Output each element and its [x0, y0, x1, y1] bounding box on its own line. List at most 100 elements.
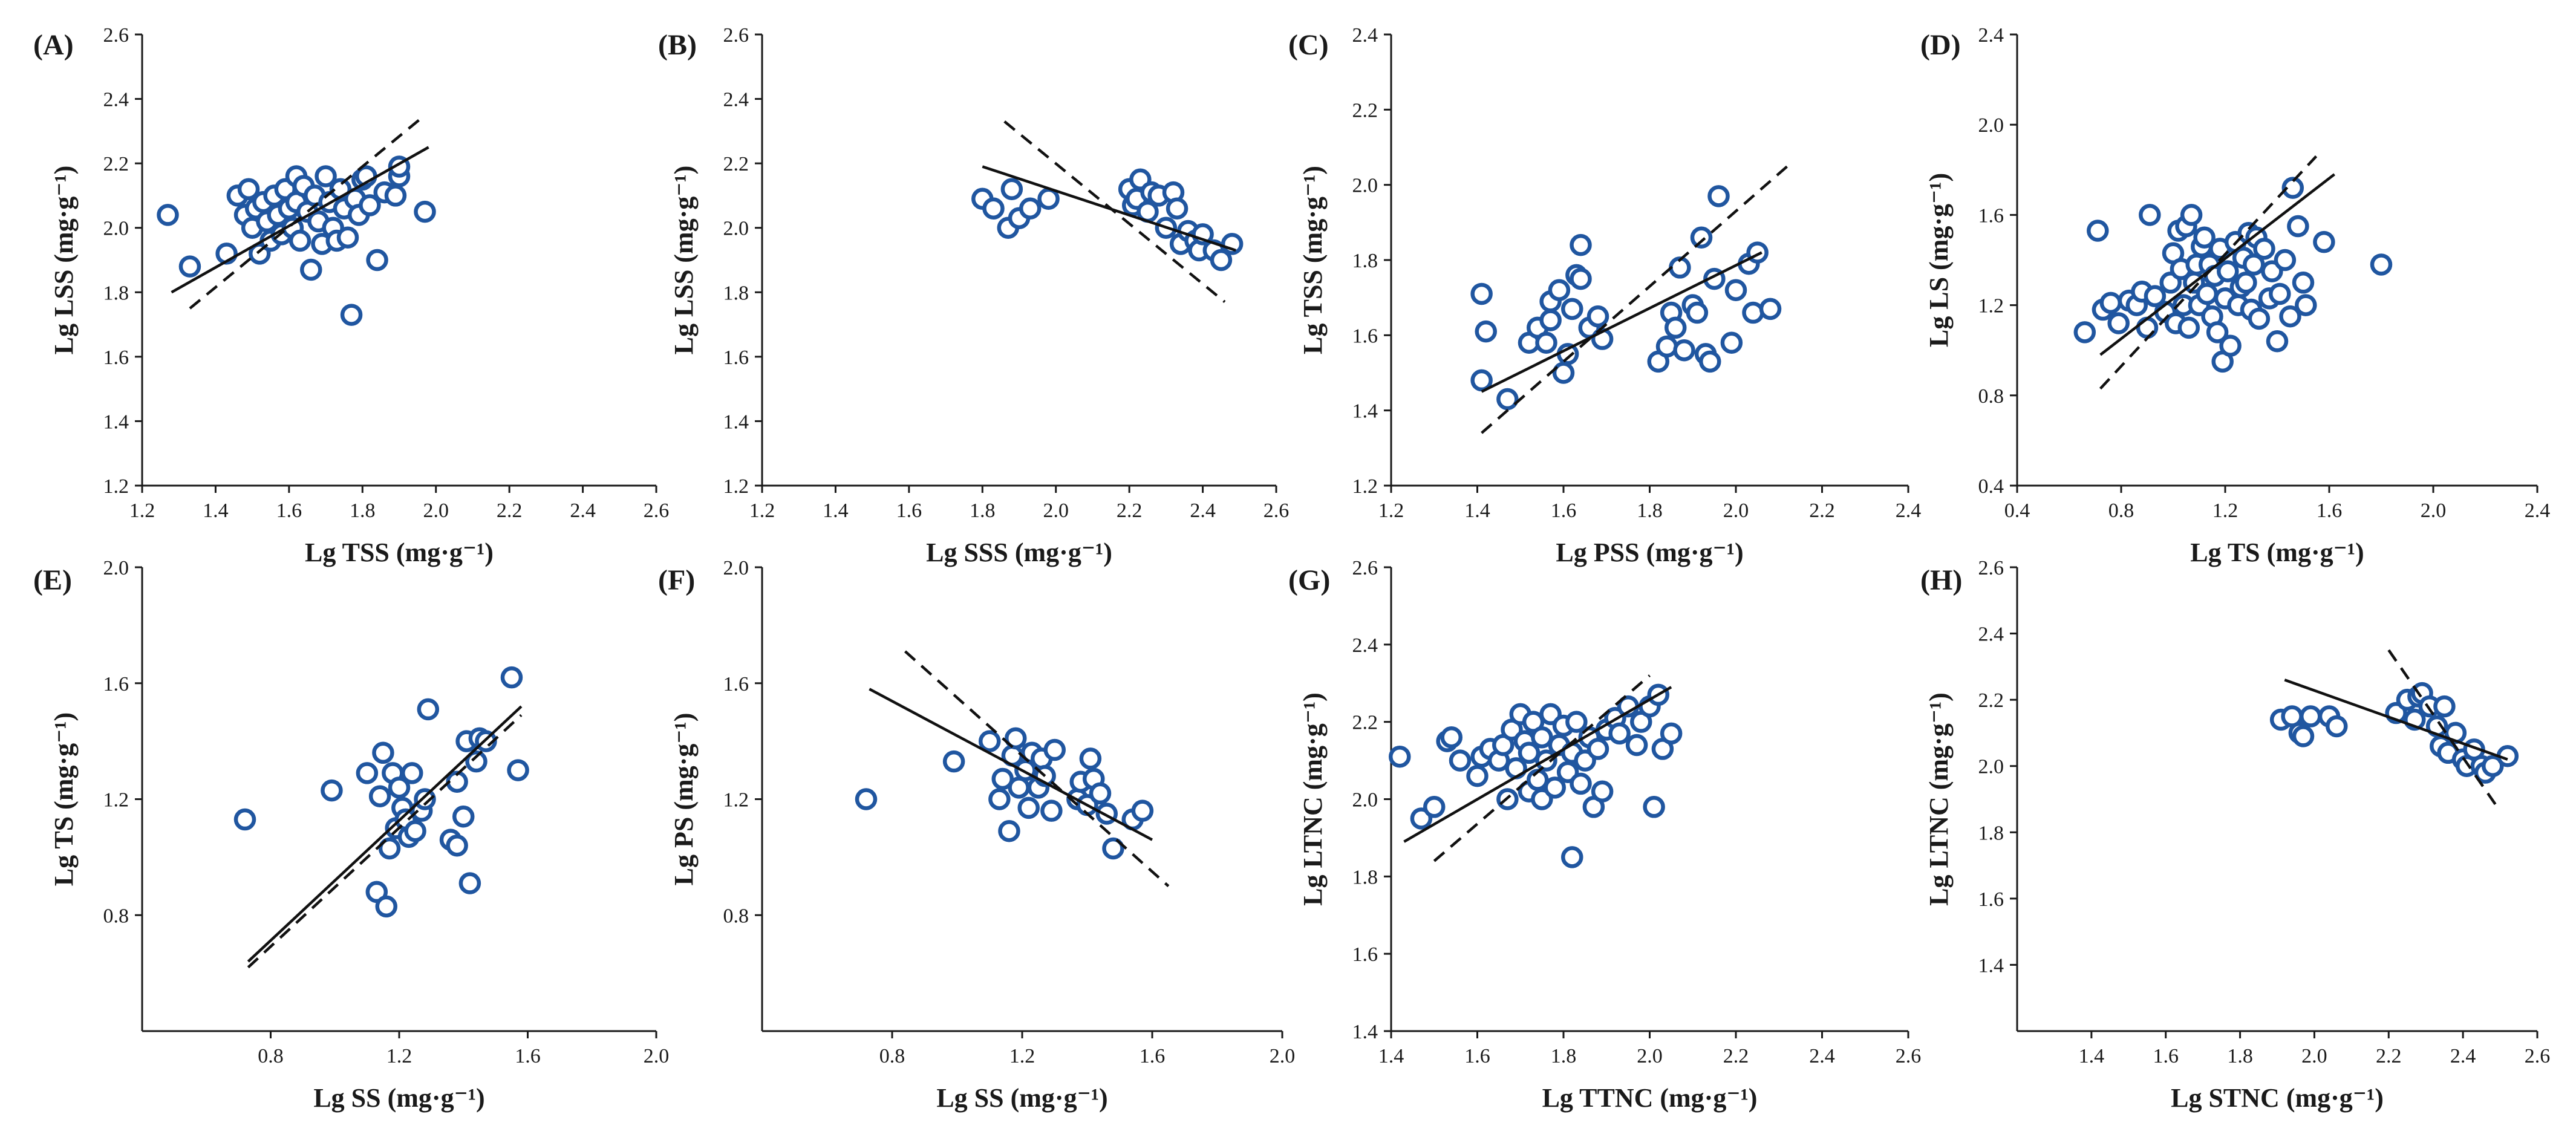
y-tick-label: 2.0 — [103, 218, 129, 240]
data-point — [2295, 294, 2317, 316]
data-point — [2177, 316, 2200, 339]
x-tick-label: 1.2 — [1378, 500, 1404, 522]
fit-line-dashed — [2099, 155, 2318, 390]
x-tick-label: 2.6 — [1264, 500, 1290, 522]
x-tick-label: 1.4 — [203, 500, 229, 522]
y-tick-label: 2.0 — [723, 218, 749, 240]
data-point — [1655, 335, 1678, 358]
y-tick-label: 1.6 — [103, 347, 129, 369]
data-point — [1570, 267, 1592, 290]
x-tick-label: 1.4 — [823, 500, 849, 522]
data-point — [1552, 362, 1575, 384]
fit-line-solid — [171, 146, 429, 294]
data-point — [2196, 282, 2219, 305]
y-tick-label: 2.4 — [723, 89, 749, 111]
y-tick-label: 1.2 — [1978, 295, 2004, 317]
fit-line-solid — [1403, 686, 1672, 843]
data-point — [2433, 695, 2456, 718]
fit-line-dashed — [1003, 120, 1226, 304]
data-point — [446, 834, 468, 857]
y-tick-label: 1.4 — [723, 411, 749, 433]
y-tick-label: 2.4 — [1352, 24, 1378, 47]
y-axis-title: Lg TSS (mg·g⁻¹) — [1298, 166, 1328, 354]
fit-line-solid — [2284, 679, 2508, 761]
y-tick-label: 1.4 — [1352, 1021, 1378, 1043]
x-tick-label: 1.4 — [1464, 500, 1490, 522]
x-tick-label: 2.0 — [2301, 1045, 2327, 1067]
data-point — [1591, 780, 1614, 803]
panel-label: (C) — [1288, 29, 1329, 61]
data-point — [465, 750, 487, 773]
data-point — [1449, 749, 1472, 772]
y-tick-label: 2.0 — [1352, 175, 1378, 197]
x-tick-label: 1.2 — [1009, 1045, 1035, 1067]
x-tick-label: 2.0 — [644, 1045, 670, 1067]
y-tick-label: 2.4 — [1978, 623, 2004, 646]
data-point — [2292, 272, 2315, 294]
data-point — [2313, 230, 2335, 253]
y-tick-label: 0.8 — [1978, 385, 2004, 408]
data-point — [2180, 204, 2203, 226]
data-point — [1102, 837, 1124, 860]
data-point — [336, 226, 359, 249]
data-point — [2300, 705, 2322, 728]
y-tick-label: 1.2 — [723, 789, 749, 812]
data-point — [340, 304, 363, 326]
data-point — [384, 184, 407, 207]
x-tick-label: 1.6 — [1464, 1045, 1490, 1067]
data-point — [1544, 776, 1566, 799]
data-point — [988, 788, 1011, 810]
x-tick-label: 2.0 — [1270, 1045, 1296, 1067]
x-tick-label: 1.4 — [2079, 1045, 2105, 1067]
data-point — [1724, 279, 1747, 301]
data-point — [2370, 253, 2393, 276]
x-tick-label: 2.0 — [423, 500, 449, 522]
data-point — [2107, 312, 2130, 334]
x-tick-label: 1.2 — [749, 500, 775, 522]
data-point — [1586, 305, 1609, 328]
y-tick-label: 1.2 — [1352, 475, 1378, 498]
data-point — [1423, 796, 1446, 818]
y-axis-title: Lg LS (mg·g⁻¹) — [1924, 173, 1954, 347]
data-point — [1660, 722, 1683, 745]
y-tick-label: 2.6 — [1978, 557, 2004, 579]
panel-6: (G) 1.4 1.6 1.8 2.0 2.2 2.4 2.6 1.4 1.6 1.8 2.0 2.2 2… — [1288, 557, 1921, 1113]
data-point — [2292, 725, 2315, 747]
data-point — [1707, 185, 1730, 207]
data-point — [855, 788, 878, 810]
x-tick-label: 2.2 — [497, 500, 523, 522]
y-axis-title: Lg LTNC (mg·g⁻¹) — [1924, 692, 1954, 906]
x-tick-label: 2.0 — [1723, 500, 1749, 522]
y-tick-label: 2.4 — [1352, 634, 1378, 657]
y-tick-label: 1.8 — [723, 282, 749, 304]
fit-line-solid — [869, 688, 1153, 841]
data-point — [1531, 726, 1553, 749]
data-point — [378, 837, 401, 860]
y-tick-label: 1.6 — [103, 673, 129, 695]
data-point — [1686, 301, 1709, 324]
x-tick-label: 2.2 — [2376, 1045, 2402, 1067]
x-axis-title: Lg SSS (mg·g⁻¹) — [926, 538, 1112, 567]
data-point — [1561, 298, 1583, 321]
x-axis-title: Lg SS (mg·g⁻¹) — [313, 1083, 484, 1113]
x-tick-label: 2.6 — [1896, 1045, 1922, 1067]
y-tick-label: 1.8 — [1352, 866, 1378, 888]
y-tick-label: 2.2 — [1352, 712, 1378, 734]
data-point — [1665, 316, 1687, 339]
data-point — [1019, 197, 1042, 220]
fit-line-solid — [1481, 251, 1762, 393]
data-point — [2326, 715, 2348, 738]
data-point — [2287, 215, 2309, 238]
x-tick-label: 1.8 — [1637, 500, 1663, 522]
data-point — [1043, 738, 1066, 761]
y-tick-label: 1.6 — [723, 673, 749, 695]
panel-label: (F) — [658, 564, 695, 596]
data-point — [2217, 260, 2239, 282]
panel-7: (H) 1.4 1.6 1.8 2.0 2.2 2.4 2.6 1.4 1.6 1.8 2.0 2.2 2… — [1920, 557, 2550, 1113]
fit-line-dashed — [2387, 649, 2498, 807]
x-axis-title: Lg STNC (mg·g⁻¹) — [2171, 1083, 2384, 1113]
panel-label: (D) — [1920, 29, 1961, 61]
data-point — [1561, 846, 1583, 868]
y-tick-label: 1.2 — [103, 475, 129, 498]
data-point — [359, 194, 381, 217]
